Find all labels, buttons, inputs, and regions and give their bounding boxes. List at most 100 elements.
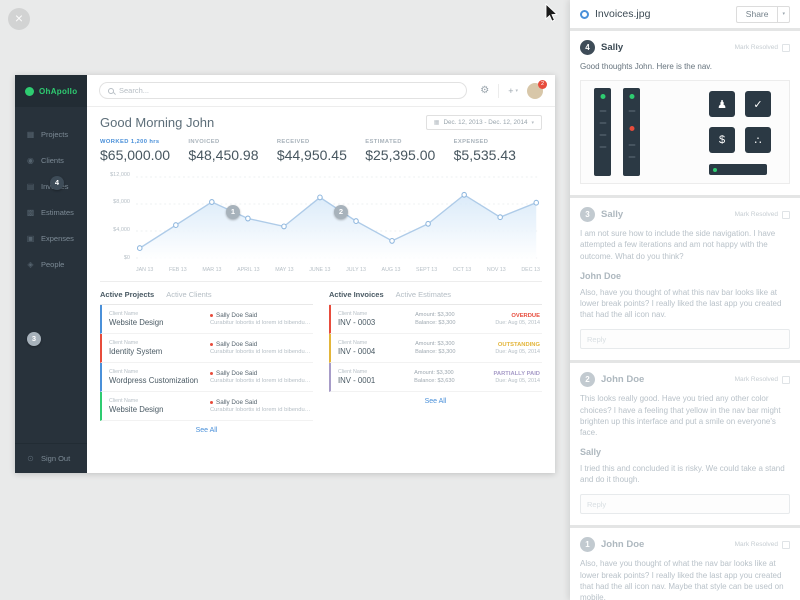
- search-input[interactable]: [119, 86, 458, 95]
- tab-active-estimates[interactable]: Active Estimates: [395, 290, 452, 299]
- gear-icon[interactable]: ⚙: [480, 85, 490, 96]
- invoice-number: INV - 0004: [338, 347, 376, 356]
- sidebar-item-projects[interactable]: ▦ Projects: [15, 121, 87, 147]
- red-dot-icon: [629, 126, 634, 132]
- dot-icon: [210, 401, 213, 404]
- sidebar-item-clients[interactable]: ◉ Clients: [15, 147, 87, 173]
- resolve-checkbox[interactable]: [782, 210, 790, 219]
- invoice-row[interactable]: Client Name INV - 0004 Amount: $3,300 Ba…: [329, 334, 542, 363]
- comment-text: Also, have you thought of what the nav b…: [580, 559, 784, 600]
- comment-marker-3[interactable]: 3: [27, 332, 41, 346]
- avatar[interactable]: 2: [527, 79, 547, 99]
- due-date: Due: Aug 05, 2014: [495, 319, 540, 326]
- invoice-row[interactable]: Client Name INV - 0003 Amount: $3,300 Ba…: [329, 305, 542, 334]
- reply-input[interactable]: [580, 329, 790, 350]
- project-row[interactable]: Client Name Identity System Sally Doe Sa…: [100, 334, 313, 363]
- project-name: Wordpress Customization: [109, 376, 199, 385]
- stat-invoiced: INVOICED $48,450.98: [188, 139, 276, 163]
- comment-card-3: 3 Sally Mark Resolved I am not sure how …: [570, 198, 800, 361]
- invoice-amounts: Amount: $3,300 Balance: $3,630: [414, 369, 455, 384]
- stat-value: $25,395.00: [365, 147, 436, 163]
- nav-bottom-bar-mock: [709, 164, 767, 176]
- invoice-amounts: Amount: $3,300 Balance: $3,300: [415, 311, 456, 326]
- invoice-row[interactable]: Client Name INV - 0001 Amount: $3,300 Ba…: [329, 363, 542, 392]
- resolve-checkbox[interactable]: [782, 540, 790, 549]
- share-group: Share ▾: [735, 5, 790, 23]
- y-axis-label: $12,000: [110, 172, 130, 178]
- comment-card-2: 2 John Doe Mark Resolved This looks real…: [570, 363, 800, 526]
- project-name: Website Design: [109, 318, 164, 327]
- tab-active-invoices[interactable]: Active Invoices: [329, 290, 384, 299]
- sidebar-item-expenses[interactable]: ▣ Expenses: [15, 225, 87, 251]
- projects-icon: ▦: [26, 129, 35, 139]
- dollar-icon: $: [709, 127, 735, 154]
- cursor-pointer-icon: [545, 3, 558, 22]
- x-axis-label: MAY 13: [275, 267, 294, 273]
- project-name: Identity System: [109, 347, 163, 356]
- attached-nav-image[interactable]: ♟ ✓ $ ∴: [580, 80, 790, 185]
- comment-marker-1[interactable]: 1: [226, 205, 240, 219]
- comment-marker-2[interactable]: 2: [334, 205, 348, 219]
- dashboard-sidebar: OhApollo ▦ Projects ◉ Clients ▤ Invoices…: [15, 75, 87, 473]
- dot-icon: [210, 314, 213, 317]
- dot-icon: [210, 343, 213, 346]
- share-button[interactable]: Share: [735, 5, 779, 23]
- projects-panel: Active Projects Active Clients Client Na…: [100, 290, 313, 473]
- green-dot-icon: [600, 94, 605, 100]
- sidebar-item-label: Projects: [41, 129, 69, 139]
- stat-label: INVOICED: [188, 139, 220, 145]
- share-dropdown-caret[interactable]: ▾: [778, 5, 790, 23]
- resolve-checkbox[interactable]: [782, 43, 790, 52]
- comments-panel: Invoices.jpg Share ▾ 4 Sally Mark Resolv…: [570, 0, 800, 600]
- add-button[interactable]: + ▾: [508, 86, 518, 96]
- revenue-chart: $12,000 $8,000 $4,000 $0 JAN 13 FEB 13 MAR…: [100, 172, 542, 273]
- nav-tick: [628, 110, 635, 113]
- sign-out-icon: ⊙: [27, 454, 34, 463]
- sidebar-item-estimates[interactable]: ▩ Estimates: [15, 199, 87, 225]
- sign-out-button[interactable]: ⊙ Sign Out: [15, 443, 87, 473]
- project-row[interactable]: Client Name Website Design Sally Doe Sai…: [100, 392, 313, 421]
- invoices-icon: ▤: [26, 181, 35, 191]
- see-all-link[interactable]: See All: [424, 398, 447, 405]
- resolve-checkbox[interactable]: [782, 375, 790, 384]
- comment-author: Sally: [601, 209, 624, 221]
- status-badge: PARTIALLY PAID: [493, 370, 541, 377]
- comment-card-1: 1 John Doe Mark Resolved Also, have you …: [570, 528, 800, 600]
- green-dot-icon: [629, 94, 634, 100]
- due-date: Due: Aug 05, 2014: [495, 377, 540, 384]
- comment-marker-4[interactable]: 4: [50, 176, 64, 190]
- app-logo[interactable]: OhApollo: [15, 75, 87, 107]
- tab-active-projects[interactable]: Active Projects: [100, 290, 155, 299]
- search-box[interactable]: [99, 82, 467, 99]
- tab-active-clients[interactable]: Active Clients: [166, 290, 212, 299]
- nav-tick: [599, 134, 606, 137]
- stat-value: $44,950.45: [276, 147, 347, 163]
- dashboard-content: Good Morning John ▦ Dec. 12, 2013 - Dec.…: [87, 107, 555, 473]
- x-axis-label: NOV 13: [486, 267, 506, 273]
- nav-tick: [599, 122, 606, 125]
- dashboard-main: ⚙ + ▾ 2 Good Morning John ▦ Dec: [87, 75, 555, 473]
- close-button[interactable]: ×: [8, 8, 30, 30]
- comment-text: Good thoughts John. Here is the nav.: [580, 62, 712, 71]
- file-title: Invoices.jpg: [595, 8, 651, 20]
- invoice-number: INV - 0003: [338, 318, 376, 327]
- reply-input[interactable]: [580, 494, 790, 515]
- nav-tick: [599, 110, 606, 113]
- stat-label: WORKED 1,200 hrs: [100, 139, 160, 145]
- sidebar-nav: ▦ Projects ◉ Clients ▤ Invoices ▩ Estima…: [15, 121, 87, 277]
- estimates-icon: ▩: [26, 207, 35, 217]
- client-label: Client Name: [109, 398, 139, 404]
- bottom-panels: Active Projects Active Clients Client Na…: [100, 281, 542, 473]
- see-all-link[interactable]: See All: [195, 427, 218, 434]
- divider: [498, 83, 500, 98]
- x-axis-label: SEPT 13: [416, 267, 438, 273]
- plus-icon: +: [508, 85, 514, 96]
- area-chart-plot: [136, 176, 540, 260]
- date-range-picker[interactable]: ▦ Dec. 12, 2013 - Dec. 12, 2014 ▾: [425, 115, 542, 130]
- project-row[interactable]: Client Name Wordpress Customization Sall…: [100, 363, 313, 392]
- project-row[interactable]: Client Name Website Design Sally Doe Sai…: [100, 305, 313, 334]
- client-label: Client Name: [109, 369, 139, 375]
- sidebar-item-people[interactable]: ◈ People: [15, 251, 87, 277]
- search-icon: [108, 87, 114, 94]
- comment-author: Sally Doe Said: [210, 312, 311, 319]
